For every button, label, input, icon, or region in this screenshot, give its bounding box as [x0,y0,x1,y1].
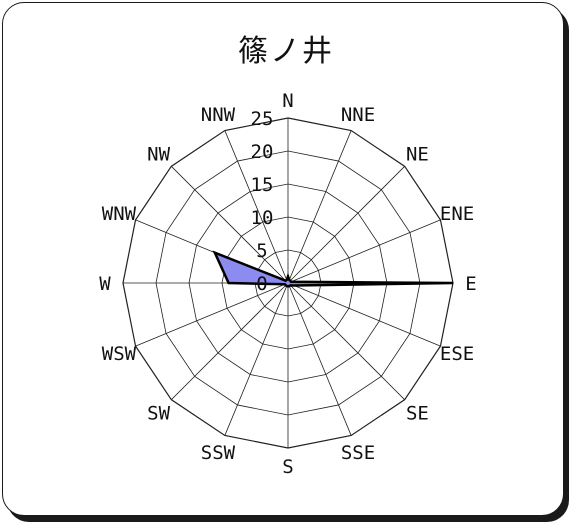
grid-spoke [287,130,352,284]
grid-spoke [287,282,441,347]
radial-tick-label: 10 [251,207,274,229]
radial-tick-label: 5 [256,240,267,262]
direction-label: ESE [440,343,474,365]
direction-label: E [465,273,476,295]
radial-tick-label: 15 [251,174,274,196]
direction-label: WSW [102,343,137,365]
direction-label: W [99,273,111,295]
direction-label: WNW [102,203,137,225]
direction-label: NW [147,144,170,166]
direction-label: ENE [440,203,474,225]
grid-spoke [135,282,289,347]
direction-label: SSE [341,442,375,464]
grid-spoke [287,166,405,284]
direction-label: NNE [341,104,375,126]
data-area [212,250,454,288]
radial-tick-label: 25 [251,108,274,130]
radial-tick-label: 20 [251,141,274,163]
grid-spoke [287,219,441,284]
grid-spoke [287,282,405,400]
direction-label: NNW [201,104,236,126]
direction-label: N [282,90,293,112]
chart-title: 篠ノ井 [238,34,334,69]
direction-label: SE [406,402,429,424]
grid-spoke [224,282,289,436]
grid-spoke [287,282,352,436]
grid-spoke [224,130,289,284]
chart-card [2,2,564,516]
direction-label: SW [147,402,170,424]
direction-label: NE [406,144,429,166]
grid-spoke [171,282,289,400]
grid-spoke [171,166,289,284]
direction-label: S [282,456,293,478]
direction-label: SSW [201,442,236,464]
radial-tick-label: 0 [256,273,267,295]
